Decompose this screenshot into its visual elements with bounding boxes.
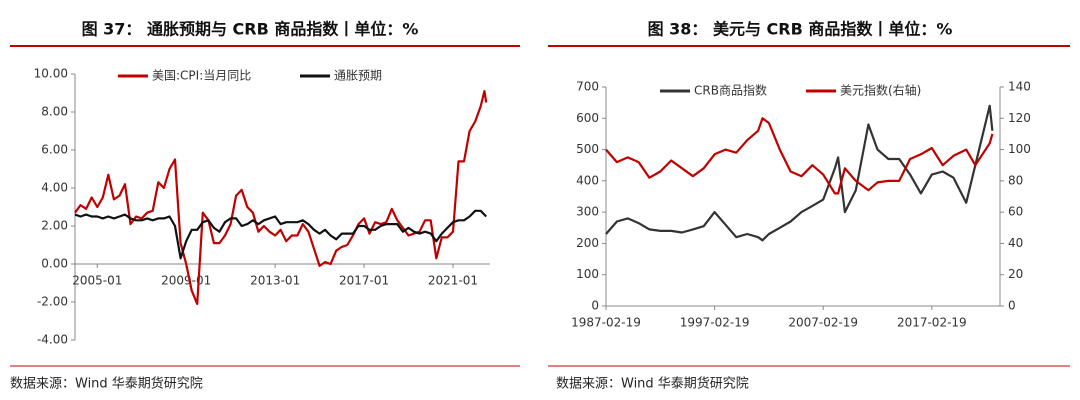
series-line (605, 104, 994, 242)
y-tick-label: 0 (591, 299, 599, 313)
y-tick-label: 600 (576, 111, 599, 125)
y2-tick-label: 60 (1008, 205, 1023, 219)
y2-tick-label: 80 (1008, 173, 1023, 187)
y2-tick-label: 120 (1008, 111, 1031, 125)
x-tick-label: 2005-01 (72, 274, 122, 288)
y-tick-label: -4.00 (37, 333, 68, 347)
y-tick-label: 300 (576, 205, 599, 219)
y-tick-label: 6.00 (41, 143, 68, 157)
y2-tick-label: 40 (1008, 236, 1023, 250)
x-tick-label: 1987-02-19 (571, 316, 641, 330)
y-tick-label: 0.00 (41, 257, 68, 271)
chart-title: 图 37： 通胀预期与 CRB 商品指数丨单位：% (82, 20, 419, 39)
source-note: 数据来源：Wind 华泰期货研究院 (10, 376, 203, 392)
legend-label: CRB商品指数 (694, 83, 767, 98)
x-tick-label: 1997-02-19 (680, 316, 750, 330)
y-tick-label: 400 (576, 173, 599, 187)
y-tick-label: -2.00 (37, 295, 68, 309)
series-line (605, 117, 994, 195)
x-tick-label: 2021-01 (428, 274, 478, 288)
y2-tick-label: 140 (1008, 80, 1031, 94)
x-tick-label: 2017-02-19 (897, 316, 967, 330)
y-tick-label: 200 (576, 236, 599, 250)
series-line (74, 90, 488, 305)
source-note: 数据来源：Wind 华泰期货研究院 (556, 376, 749, 392)
y2-tick-label: 100 (1008, 142, 1031, 156)
y-tick-label: 8.00 (41, 105, 68, 119)
y-tick-label: 500 (576, 142, 599, 156)
y-tick-label: 10.00 (34, 67, 68, 81)
legend-label: 通胀预期 (334, 69, 382, 83)
y2-tick-label: 0 (1008, 299, 1016, 313)
x-tick-label: 2007-02-19 (788, 316, 858, 330)
x-tick-label: 2017-01 (339, 274, 389, 288)
y2-tick-label: 20 (1008, 267, 1023, 281)
x-tick-label: 2009-01 (161, 274, 211, 288)
y-tick-label: 100 (576, 267, 599, 281)
y-tick-label: 700 (576, 80, 599, 94)
chart-title: 图 38： 美元与 CRB 商品指数丨单位：% (648, 20, 953, 39)
y-tick-label: 4.00 (41, 181, 68, 195)
series-line (74, 209, 487, 260)
legend-label: 美国:CPI:当月同比 (152, 69, 251, 83)
y-tick-label: 2.00 (41, 219, 68, 233)
legend-label: 美元指数(右轴) (840, 83, 921, 98)
x-tick-label: 2013-01 (250, 274, 300, 288)
